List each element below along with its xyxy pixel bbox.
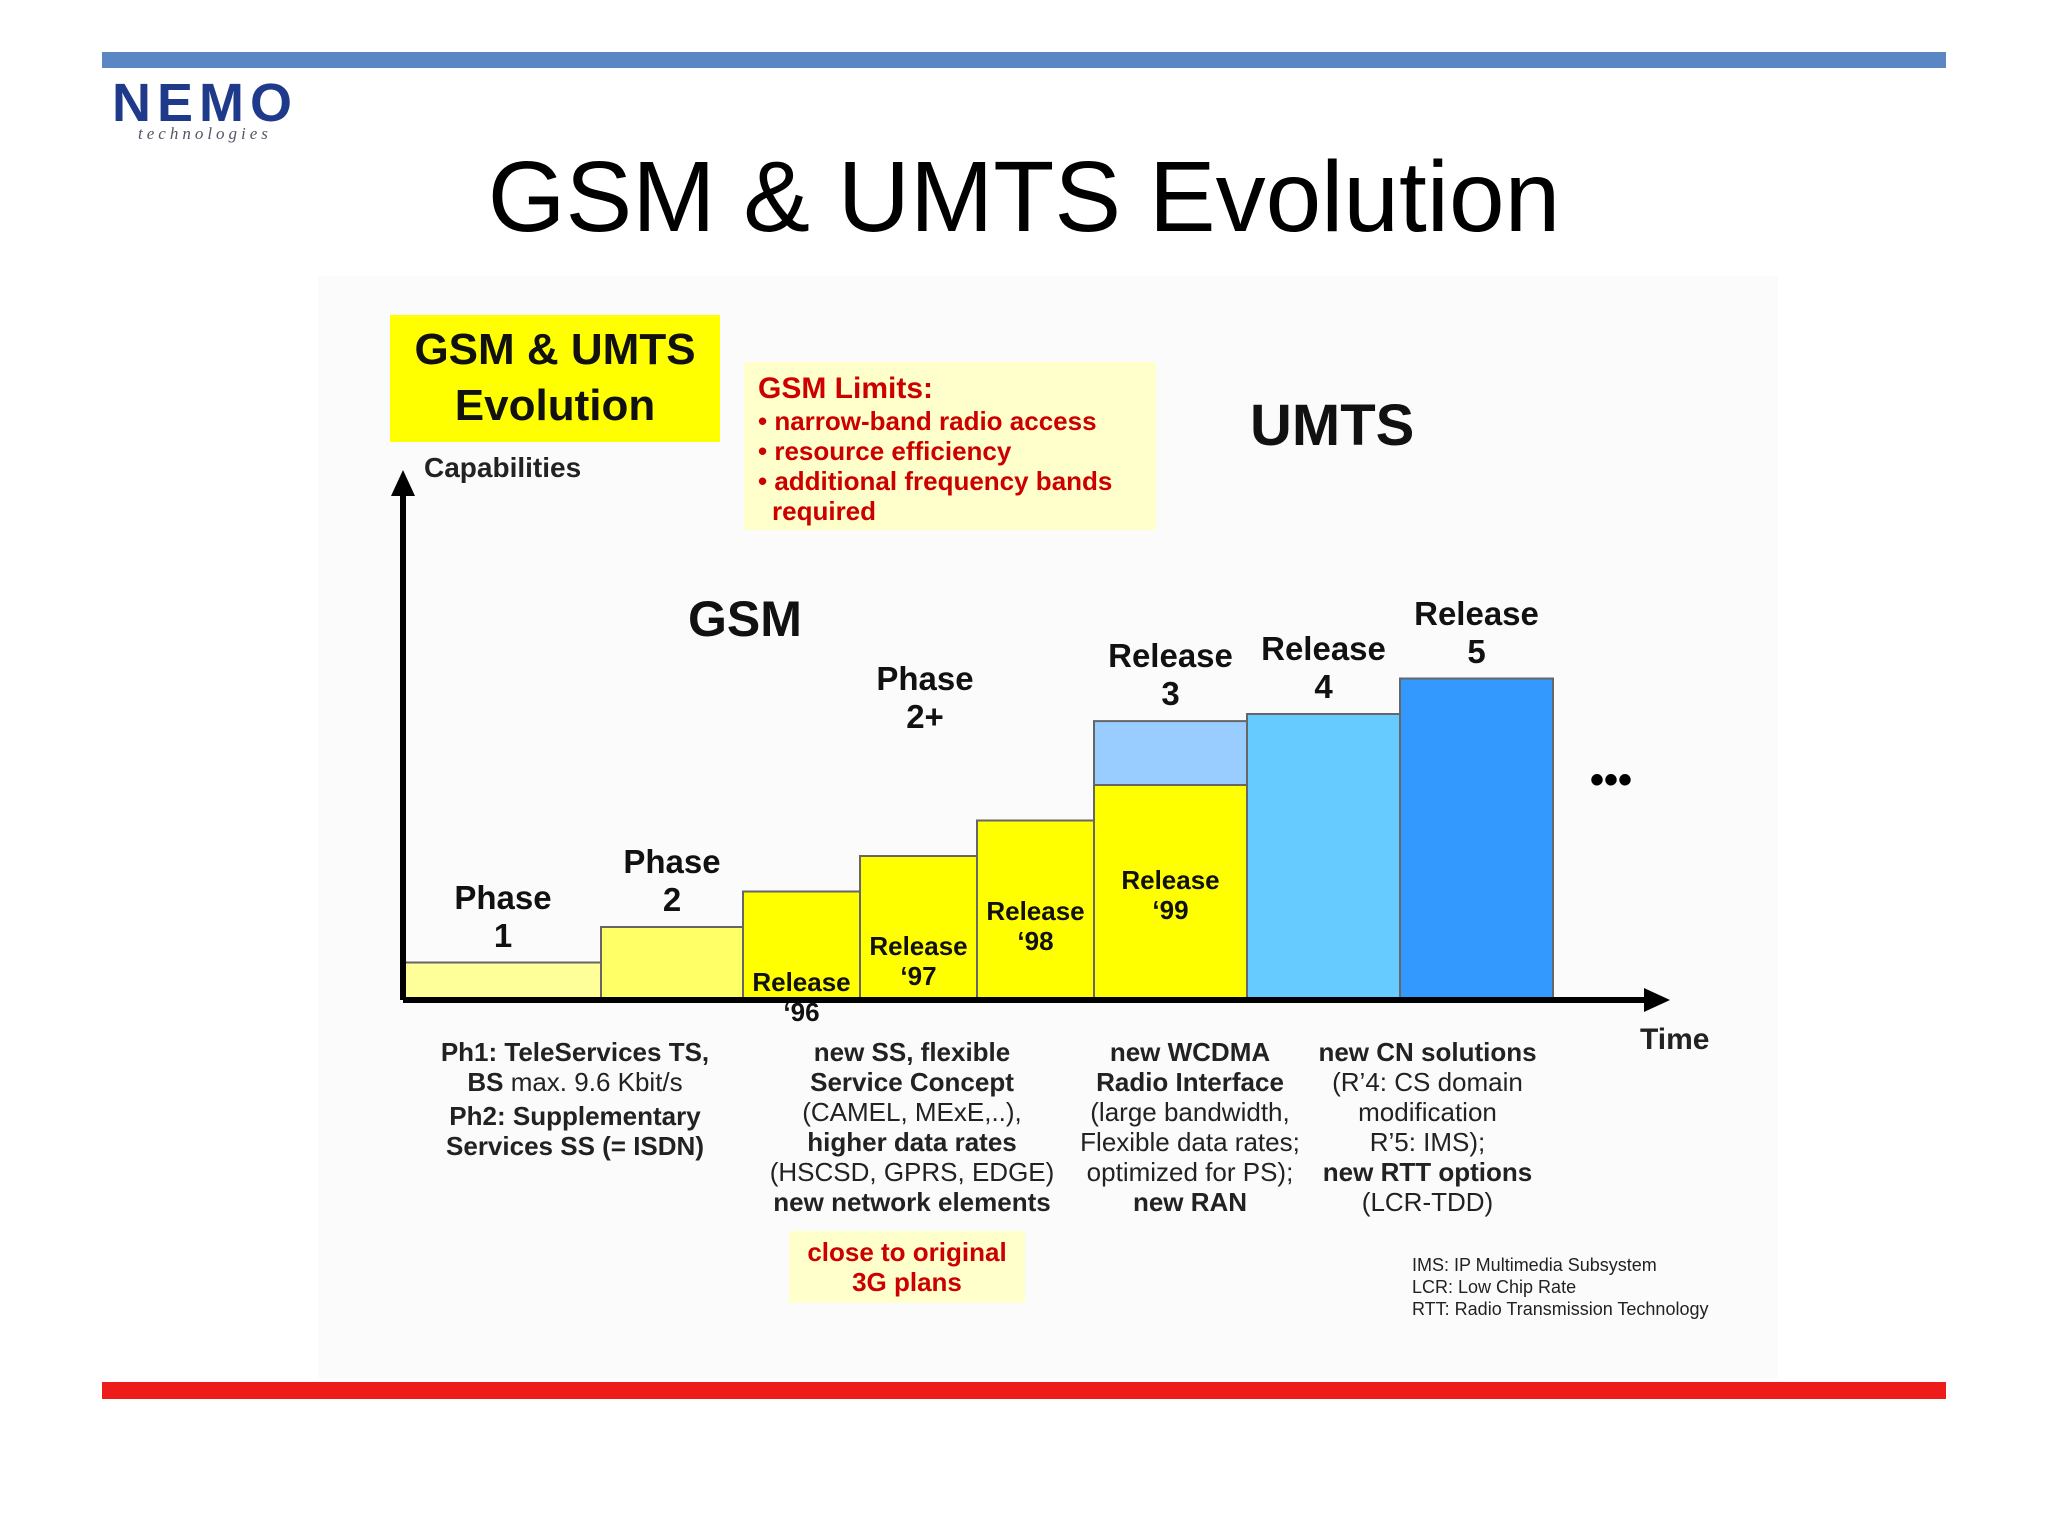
note-line: (LCR-TDD) [1361, 1187, 1494, 1217]
step-label: Release ‘99 [1121, 865, 1220, 925]
note-line: max. 9.6 Kbit/s [503, 1067, 683, 1097]
note-line: (large bandwidth, [1090, 1097, 1290, 1127]
note-line: new SS, flexible [813, 1037, 1011, 1067]
note-line: Flexible data rates; [1080, 1127, 1300, 1157]
3g-plans-note: close to original 3G plans [789, 1231, 1025, 1303]
diagram-title-line2: Evolution [454, 381, 656, 430]
abbreviation-line: RTT: Radio Transmission Technology [1412, 1299, 1709, 1319]
note-line: new WCDMA [1109, 1037, 1271, 1067]
step-label: Phase 2 [623, 843, 721, 918]
continuation-dots: ••• [1590, 758, 1633, 802]
evolution-step-bar [859, 855, 978, 999]
gsm-limit-item: • narrow-band radio access [758, 406, 1097, 436]
note-line: new RTT options [1322, 1157, 1533, 1187]
note-phase2plus: new SS, flexible Service Concept (CAMEL,… [752, 1037, 1072, 1217]
top-accent-bar [102, 52, 1946, 68]
note-line: new RAN [1132, 1187, 1248, 1217]
abbreviation-line: IMS: IP Multimedia Subsystem [1412, 1255, 1657, 1275]
y-axis-arrow [391, 470, 415, 496]
plans-line: 3G plans [852, 1267, 962, 1297]
note-line: (R’4: CS domain [1332, 1067, 1523, 1097]
diagram-title-line1: GSM & UMTS [414, 325, 696, 374]
note-line: Service Concept [810, 1067, 1014, 1097]
step-label: Release ‘96 [752, 966, 851, 1027]
gsm-limits-box: GSM Limits: • narrow-band radio access •… [744, 362, 1156, 530]
gsm-label: GSM [688, 591, 802, 647]
y-axis-label: Capabilities [424, 452, 582, 483]
note-line: Ph2: Supplementary [449, 1101, 701, 1131]
step-label: Release 3 [1108, 637, 1233, 713]
nemo-logo: NEMO [112, 73, 298, 133]
evolution-step-bar [1399, 677, 1554, 999]
evolution-step-bar [742, 890, 861, 999]
note-line: optimized for PS); [1086, 1157, 1294, 1187]
evolution-step-bar [404, 961, 602, 999]
note-release4-5: new CN solutions (R’4: CS domain modific… [1300, 1037, 1555, 1217]
gsm-limit-item: • additional frequency bands [758, 466, 1113, 496]
gsm-limit-item: required [772, 496, 877, 526]
step-label: Release 4 [1261, 630, 1386, 705]
note-line: Ph1: TeleServices TS, [440, 1037, 710, 1067]
note-line: (CAMEL, MExE,..), [802, 1097, 1022, 1127]
note-release99: new WCDMA Radio Interface (large bandwid… [1070, 1037, 1310, 1217]
note-line: BS [467, 1067, 504, 1097]
note-line: (HSCSD, GPRS, EDGE) [769, 1157, 1055, 1187]
evolution-step-bar [600, 926, 744, 999]
step-label: Release ‘97 [869, 931, 968, 991]
step-label: Release ‘98 [986, 895, 1085, 956]
abbreviations-legend: IMS: IP Multimedia Subsystem LCR: Low Ch… [1412, 1254, 1708, 1320]
logo-tagline: technologies [138, 124, 272, 143]
gsm-limits-title: GSM Limits: [758, 372, 934, 405]
note-line: higher data rates [807, 1127, 1017, 1157]
note-line: R’5: IMS); [1369, 1127, 1486, 1157]
release3-cap-bar [1093, 720, 1248, 786]
evolution-step-bar [1246, 713, 1401, 999]
umts-label: UMTS [1250, 393, 1415, 458]
note-line: modification [1358, 1097, 1497, 1127]
note-line: new CN solutions [1318, 1037, 1537, 1067]
note-line: new network elements [773, 1187, 1051, 1217]
note-line: Services SS (= ISDN) [446, 1131, 704, 1161]
slide-title: GSM & UMTS Evolution [487, 141, 1561, 253]
abbreviation-line: LCR: Low Chip Rate [1412, 1277, 1577, 1297]
bottom-accent-bar [102, 1382, 1946, 1399]
plans-line: close to original [807, 1237, 1007, 1267]
step-label: Phase 2+ [876, 660, 974, 735]
step-label: Phase 1 [454, 878, 552, 954]
x-axis-arrow [1644, 988, 1670, 1012]
diagram-title-box: GSM & UMTS Evolution [390, 315, 720, 442]
note-gsm-phases: Ph1: TeleServices TS, BS max. 9.6 Kbit/s… [410, 1037, 740, 1161]
step-label: Release 5 [1414, 594, 1539, 670]
x-axis-label: Time [1640, 1023, 1710, 1056]
gsm-limit-item: • resource efficiency [758, 436, 1012, 466]
evolution-step-bar [976, 819, 1095, 999]
note-line: Radio Interface [1096, 1067, 1284, 1097]
